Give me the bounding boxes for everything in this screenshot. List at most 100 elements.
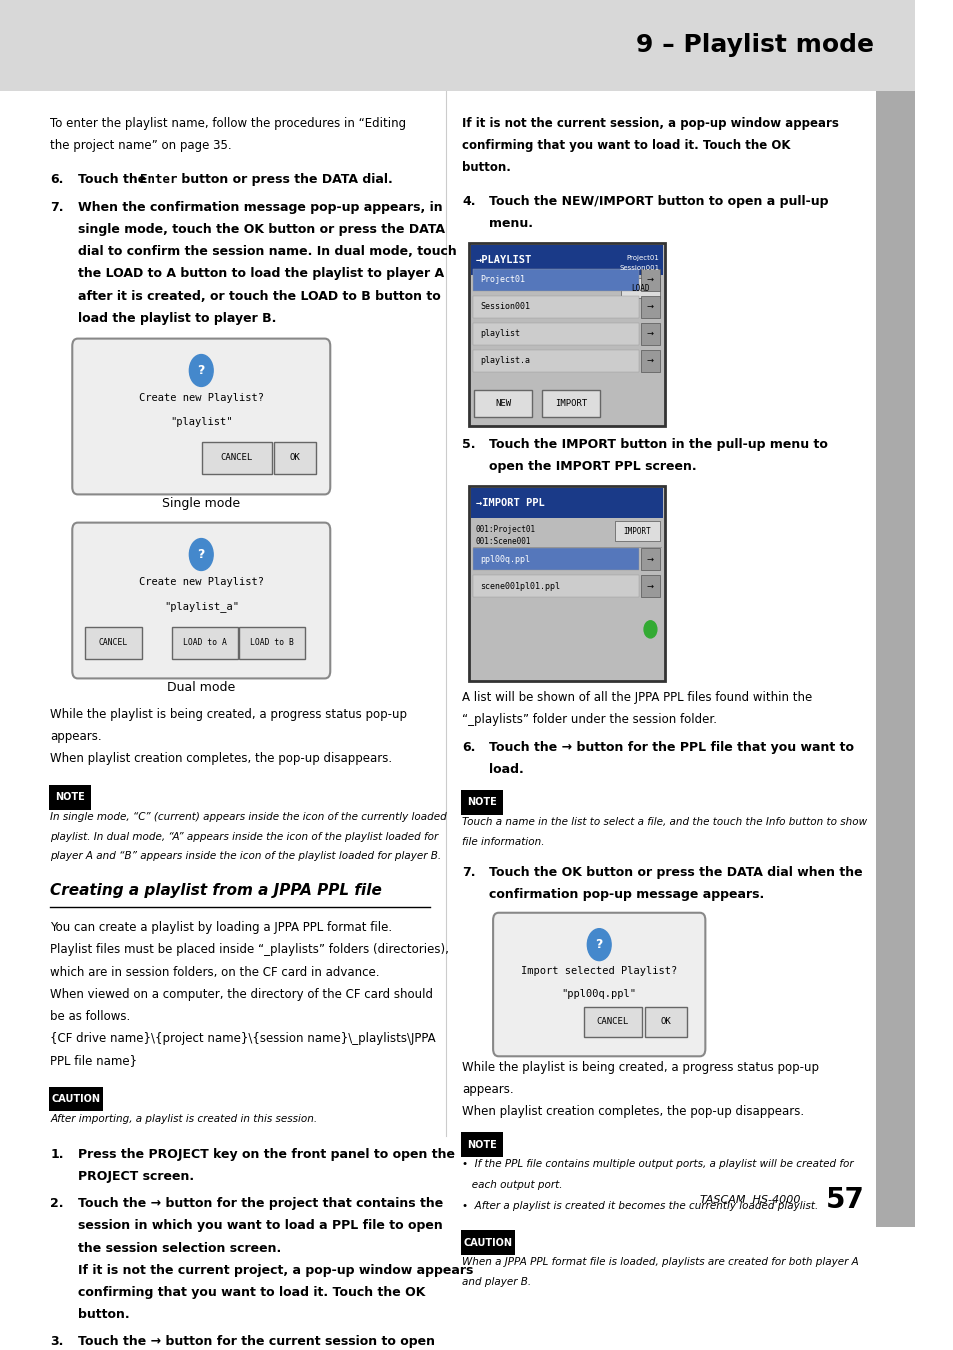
Text: load the playlist to player B.: load the playlist to player B.: [78, 312, 275, 324]
Text: playlist.a: playlist.a: [479, 356, 530, 366]
Text: NOTE: NOTE: [55, 792, 85, 802]
FancyBboxPatch shape: [460, 1133, 502, 1157]
Text: which are in session folders, on the CF card in advance.: which are in session folders, on the CF …: [51, 965, 379, 979]
Text: ?: ?: [197, 548, 205, 562]
FancyBboxPatch shape: [50, 786, 91, 810]
Text: ppl00q.ppl: ppl00q.ppl: [479, 555, 530, 564]
Text: Project01: Project01: [626, 255, 659, 261]
FancyBboxPatch shape: [460, 790, 502, 814]
FancyBboxPatch shape: [473, 269, 639, 290]
Text: LOAD: LOAD: [631, 284, 649, 293]
Text: When playlist creation completes, the pop-up disappears.: When playlist creation completes, the po…: [51, 752, 392, 765]
FancyBboxPatch shape: [460, 1230, 515, 1256]
FancyBboxPatch shape: [238, 626, 304, 659]
Text: IMPORT: IMPORT: [554, 400, 586, 408]
Text: Project01: Project01: [479, 275, 525, 285]
Text: →: →: [646, 329, 653, 339]
Text: the LOAD to A button to load the playlist to player A: the LOAD to A button to load the playlis…: [78, 267, 443, 281]
Text: be as follows.: be as follows.: [51, 1010, 131, 1023]
Text: Touch a name in the list to select a file, and the touch the Info button to show: Touch a name in the list to select a fil…: [461, 817, 866, 828]
FancyBboxPatch shape: [85, 626, 142, 659]
Text: When a JPPA PPL format file is loaded, playlists are created for both player A: When a JPPA PPL format file is loaded, p…: [461, 1257, 858, 1268]
Circle shape: [190, 539, 213, 571]
Text: Touch the IMPORT button in the pull-up menu to: Touch the IMPORT button in the pull-up m…: [489, 437, 827, 451]
FancyBboxPatch shape: [473, 323, 639, 344]
FancyBboxPatch shape: [541, 390, 599, 417]
Text: 6.: 6.: [51, 173, 64, 186]
Text: playlist: playlist: [479, 329, 519, 339]
Text: •  If the PPL file contains multiple output ports, a playlist will be created fo: • If the PPL file contains multiple outp…: [461, 1160, 853, 1169]
Text: →PLAYLIST: →PLAYLIST: [476, 255, 532, 265]
Text: each output port.: each output port.: [461, 1180, 562, 1191]
Text: LOAD to A: LOAD to A: [183, 639, 227, 648]
Text: load.: load.: [489, 763, 523, 776]
FancyBboxPatch shape: [614, 521, 659, 541]
Text: {CF drive name}\{project name}\{session name}\_playlists\JPPA: {CF drive name}\{project name}\{session …: [51, 1031, 436, 1045]
Text: scene001pl01.ppl: scene001pl01.ppl: [479, 582, 559, 591]
Text: CANCEL: CANCEL: [597, 1018, 628, 1026]
Text: single mode, touch the OK button or press the DATA: single mode, touch the OK button or pres…: [78, 223, 444, 236]
FancyBboxPatch shape: [474, 390, 532, 417]
Text: CAUTION: CAUTION: [463, 1238, 512, 1247]
FancyBboxPatch shape: [640, 269, 659, 290]
Text: When playlist creation completes, the pop-up disappears.: When playlist creation completes, the po…: [461, 1106, 803, 1118]
Text: →: →: [646, 555, 653, 564]
FancyBboxPatch shape: [274, 441, 315, 474]
Circle shape: [190, 355, 213, 386]
Text: →: →: [646, 582, 653, 591]
Text: PROJECT screen.: PROJECT screen.: [78, 1170, 193, 1184]
FancyBboxPatch shape: [640, 575, 659, 598]
FancyBboxPatch shape: [640, 350, 659, 371]
FancyBboxPatch shape: [473, 575, 639, 598]
Text: 3.: 3.: [51, 1335, 64, 1347]
FancyBboxPatch shape: [640, 323, 659, 344]
Text: To enter the playlist name, follow the procedures in “Editing: To enter the playlist name, follow the p…: [51, 116, 406, 130]
FancyBboxPatch shape: [493, 913, 704, 1056]
Text: playlist. In dual mode, “A” appears inside the icon of the playlist loaded for: playlist. In dual mode, “A” appears insi…: [51, 832, 438, 842]
Text: Touch the → button for the current session to open: Touch the → button for the current sessi…: [78, 1335, 435, 1347]
Text: button or press the DATA dial.: button or press the DATA dial.: [176, 173, 392, 186]
Text: →: →: [646, 356, 653, 366]
Text: 6.: 6.: [461, 741, 475, 755]
FancyBboxPatch shape: [72, 522, 330, 679]
Text: "playlist": "playlist": [170, 417, 233, 427]
Text: Touch the: Touch the: [78, 173, 151, 186]
Text: When viewed on a computer, the directory of the CF card should: When viewed on a computer, the directory…: [51, 988, 433, 1000]
Text: NOTE: NOTE: [467, 798, 497, 807]
Text: file information.: file information.: [461, 837, 544, 846]
Text: "ppl00q.ppl": "ppl00q.ppl": [561, 988, 636, 999]
Text: 2.: 2.: [51, 1197, 64, 1211]
Text: dial to confirm the session name. In dual mode, touch: dial to confirm the session name. In dua…: [78, 246, 456, 258]
Text: session in which you want to load a PPL file to open: session in which you want to load a PPL …: [78, 1219, 442, 1233]
Text: Touch the → button for the project that contains the: Touch the → button for the project that …: [78, 1197, 442, 1211]
FancyBboxPatch shape: [583, 1007, 641, 1037]
FancyBboxPatch shape: [620, 278, 659, 298]
Text: ?: ?: [197, 364, 205, 377]
Text: confirming that you want to load it. Touch the OK: confirming that you want to load it. Tou…: [78, 1285, 425, 1299]
Text: appears.: appears.: [51, 730, 102, 742]
Text: •  After a playlist is created it becomes the currently loaded playlist.: • After a playlist is created it becomes…: [461, 1202, 818, 1211]
Text: ?: ?: [595, 938, 602, 952]
Circle shape: [643, 621, 657, 639]
Text: You can create a playlist by loading a JPPA PPL format file.: You can create a playlist by loading a J…: [51, 921, 392, 934]
FancyBboxPatch shape: [72, 339, 330, 494]
Text: →: →: [646, 275, 653, 285]
Text: →IMPORT PPL: →IMPORT PPL: [476, 498, 544, 508]
Text: NEW: NEW: [495, 400, 511, 408]
Text: appears.: appears.: [461, 1083, 513, 1096]
FancyBboxPatch shape: [640, 296, 659, 317]
Text: PPL file name}: PPL file name}: [51, 1054, 137, 1067]
FancyBboxPatch shape: [875, 90, 914, 1227]
Text: confirming that you want to load it. Touch the OK: confirming that you want to load it. Tou…: [461, 139, 790, 151]
FancyBboxPatch shape: [469, 243, 664, 425]
Text: 9 – Playlist mode: 9 – Playlist mode: [635, 34, 873, 58]
Text: after it is created, or touch the LOAD to B button to: after it is created, or touch the LOAD t…: [78, 289, 440, 302]
Text: Session001: Session001: [618, 265, 659, 271]
Text: Dual mode: Dual mode: [167, 680, 235, 694]
Text: button.: button.: [78, 1308, 130, 1320]
Text: CAUTION: CAUTION: [51, 1095, 101, 1104]
FancyBboxPatch shape: [471, 489, 662, 517]
FancyBboxPatch shape: [471, 246, 662, 275]
Text: confirmation pop-up message appears.: confirmation pop-up message appears.: [489, 888, 764, 902]
Text: Create new Playlist?: Create new Playlist?: [138, 576, 263, 587]
